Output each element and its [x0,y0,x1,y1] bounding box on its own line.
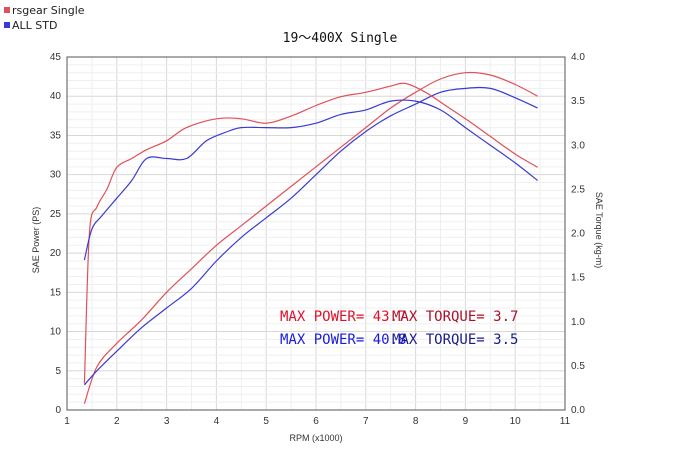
x-tick-label: 2 [114,416,120,427]
max-power-rsgear: MAX POWER= 43.7 [280,309,407,325]
series-line-0 [83,71,538,404]
y2-axis-label: SAE Torque (kg-m) [594,192,604,268]
y2-tick-label: 4.0 [571,52,585,63]
y-tick-label: 35 [50,130,62,141]
y-tick-label: 20 [50,248,62,259]
legend-label-std: ALL STD [12,19,58,32]
y2-tick-label: 2.0 [571,229,585,240]
y-tick-label: 15 [50,287,62,298]
x-tick-label: 4 [214,416,220,427]
y2-tick-label: 1.0 [571,317,585,328]
y-tick-label: 10 [50,327,62,338]
y-tick-label: 0 [55,405,61,416]
plot-frame [66,56,566,411]
legend-swatch-blue [4,22,10,28]
y2-tick-label: 2.5 [571,184,585,195]
x-tick-label: 5 [263,416,269,427]
series-line-3 [83,99,538,261]
x-tick-label: 1 [64,416,70,427]
legend-swatch-red [4,7,10,13]
legend-item-rsgear: rsgear Single [4,5,85,17]
chart-title: 19～400X Single [282,31,398,46]
y2-tick-label: 0.0 [571,405,585,416]
y-tick-label: 40 [50,91,62,102]
x-tick-label: 8 [413,416,419,427]
x-tick-label: 11 [560,416,571,427]
y-axis-label: SAE Power (PS) [31,207,41,274]
curves [83,71,538,404]
y2-tick-label: 3.5 [571,96,585,107]
tick-labels: 1 2 3 4 5 6 7 8 9 10 110510152025303540450.00.51.0… [50,52,585,427]
max-torque-std: MAX TORQUE= 3.5 [392,332,519,348]
x-axis-label: RPM (x1000) [289,433,342,443]
y2-tick-label: 0.5 [571,361,585,372]
x-tick-label: 10 [510,416,522,427]
x-tick-label: 3 [164,416,170,427]
y2-tick-label: 1.5 [571,273,585,284]
y-tick-label: 25 [50,209,62,220]
y-tick-label: 30 [50,170,62,181]
grid [66,56,566,411]
series-line-2 [83,82,538,384]
legend-item-std: ALL STD [4,20,85,32]
y-tick-label: 5 [55,366,61,377]
max-torque-rsgear: MAX TORQUE= 3.7 [392,309,519,325]
legend-label-rsgear: rsgear Single [12,4,85,17]
x-tick-label: 7 [363,416,369,427]
max-power-std: MAX POWER= 40.8 [280,332,407,348]
legend: rsgear Single ALL STD [4,5,85,32]
series-line-1 [83,86,538,386]
y-tick-label: 45 [50,52,62,63]
y2-tick-label: 3.0 [571,140,585,151]
x-tick-label: 9 [463,416,469,427]
x-tick-label: 6 [313,416,319,427]
